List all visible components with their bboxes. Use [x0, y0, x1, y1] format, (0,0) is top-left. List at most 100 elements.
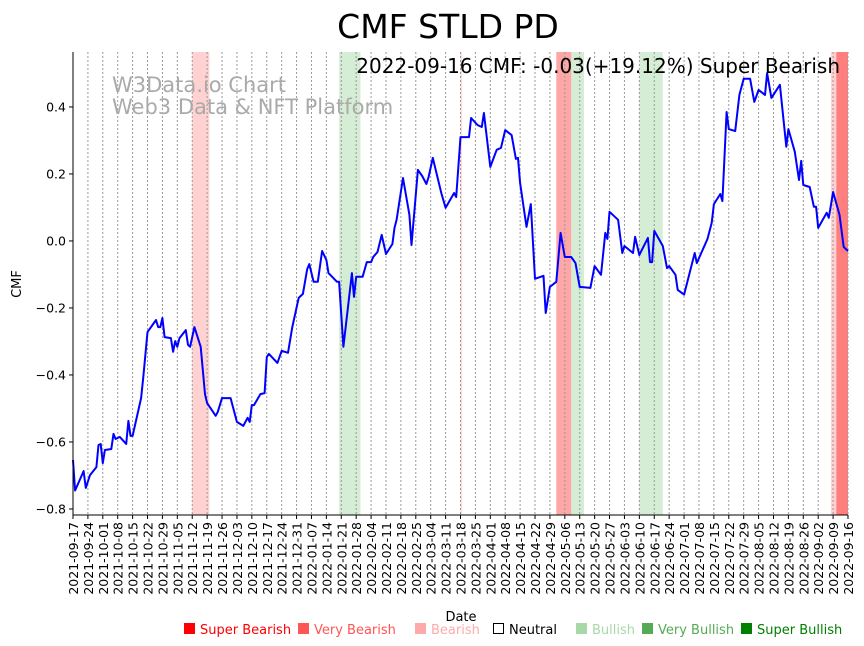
x-tick-label: 2022-02-18: [394, 522, 409, 595]
x-tick-label: 2022-08-26: [796, 522, 811, 595]
x-tick-label: 2022-02-25: [409, 522, 424, 595]
x-tick-label: 2021-12-31: [290, 522, 305, 595]
legend-swatch: [576, 623, 587, 634]
x-tick-label: 2021-12-17: [260, 522, 275, 595]
x-tick-label: 2021-11-12: [185, 522, 200, 595]
legend-item-super-bullish: Super Bullish: [741, 623, 842, 638]
signal-band-very-bearish: [556, 52, 572, 515]
x-tick-label: 2021-10-15: [126, 522, 141, 595]
x-tick-label: 2021-10-22: [141, 522, 156, 595]
legend-item-super-bearish: Super Bearish: [184, 623, 291, 638]
legend-swatch: [184, 623, 195, 634]
x-tick-label: 2021-12-03: [230, 522, 245, 595]
signal-band-bullish: [639, 52, 663, 515]
legend-label: Neutral: [509, 623, 557, 638]
x-tick-label: 2022-08-05: [752, 522, 767, 595]
x-tick-label: 2022-03-18: [454, 522, 469, 595]
x-tick-label: 2021-10-08: [111, 522, 126, 595]
x-tick-label: 2022-08-12: [766, 522, 781, 595]
x-tick-label: 2022-09-02: [811, 522, 826, 595]
x-tick-label: 2022-06-17: [647, 522, 662, 595]
x-tick-label: 2022-06-03: [617, 522, 632, 595]
legend-label: Super Bearish: [200, 623, 291, 638]
x-tick-label: 2022-07-29: [737, 522, 752, 595]
x-tick-label: 2021-11-19: [200, 522, 215, 595]
x-tick-label: 2022-01-28: [349, 522, 364, 595]
y-tick-label: 0.2: [46, 166, 66, 181]
x-tick-label: 2022-05-27: [603, 522, 618, 595]
legend-item-neutral: Neutral: [493, 623, 557, 638]
x-tick-label: 2021-11-26: [215, 522, 230, 595]
y-tick-label: −0.6: [36, 434, 66, 449]
x-tick-label: 2021-09-24: [81, 522, 96, 595]
legend-item-very-bearish: Very Bearish: [298, 623, 396, 638]
y-ticks: −0.8 −0.6 −0.4 −0.2 0.0 0.2 0.4: [36, 99, 73, 516]
x-tick-label: 2022-07-15: [707, 522, 722, 595]
x-tick-label: 2022-09-09: [826, 522, 841, 595]
x-tick-label: 2022-03-11: [439, 522, 454, 595]
y-tick-label: 0.0: [46, 233, 66, 248]
x-tick-label: 2021-10-01: [96, 522, 111, 595]
signal-band-bearish: [460, 52, 462, 515]
x-tick-label: 2022-04-29: [543, 522, 558, 595]
x-tick-label: 2022-06-24: [662, 522, 677, 595]
x-ticks: 2021-09-17 2021-09-24 2021-10-01 2021-10-08…: [66, 515, 856, 595]
x-tick-label: 2022-02-04: [364, 522, 379, 595]
x-tick-label: 2022-04-22: [528, 522, 543, 595]
signal-band-bullish: [571, 52, 584, 515]
y-tick-label: −0.4: [36, 367, 66, 382]
legend-label: Super Bullish: [757, 623, 842, 638]
info-text: 2022-09-16 CMF: -0.03(+19.12%) Super Bea…: [356, 54, 840, 78]
legend-swatch: [415, 623, 426, 634]
legend-swatch: [298, 623, 309, 634]
x-tick-label: 2022-08-19: [781, 522, 796, 595]
x-tick-label: 2022-09-16: [841, 522, 856, 595]
x-tick-label: 2022-07-08: [692, 522, 707, 595]
x-tick-label: 2022-03-04: [424, 522, 439, 595]
legend-label: Bearish: [431, 623, 480, 638]
x-tick-label: 2022-01-21: [334, 522, 349, 595]
legend-item-very-bullish: Very Bullish: [642, 623, 734, 638]
x-tick-label: 2022-04-01: [483, 522, 498, 595]
watermark-line-1: W3Data.io Chart: [112, 73, 286, 97]
x-tick-label: 2022-07-01: [677, 522, 692, 595]
x-tick-label: 2022-06-10: [632, 522, 647, 595]
y-tick-label: −0.2: [36, 300, 66, 315]
x-tick-label: 2022-04-08: [498, 522, 513, 595]
cmf-series-line: [72, 72, 849, 492]
legend-swatch: [741, 623, 752, 634]
x-tick-label: 2021-12-10: [245, 522, 260, 595]
signal-band-bearish: [830, 52, 837, 515]
signal-band-bearish: [192, 52, 210, 515]
legend-label: Very Bullish: [658, 623, 734, 638]
x-tick-label: 2022-01-07: [304, 522, 319, 595]
watermark-line-2: Web3 Data & NFT Platform: [112, 95, 393, 119]
legend-label: Very Bearish: [314, 623, 396, 638]
legend-item-bullish: Bullish: [576, 623, 635, 638]
x-tick-label: 2022-03-25: [468, 522, 483, 595]
x-tick-label: 2022-04-15: [513, 522, 528, 595]
legend-item-bearish: Bearish: [415, 623, 480, 638]
x-tick-label: 2021-10-29: [155, 522, 170, 595]
x-tick-label: 2021-12-24: [275, 522, 290, 595]
chart-title: CMF STLD PD: [337, 7, 559, 46]
x-tick-label: 2022-02-11: [379, 522, 394, 595]
x-tick-label: 2021-09-17: [66, 522, 81, 595]
x-tick-label: 2022-01-14: [319, 522, 334, 595]
legend-swatch: [642, 623, 653, 634]
signal-bands: [192, 52, 848, 515]
y-tick-label: −0.8: [36, 501, 66, 516]
legend: Super Bearish Very Bearish Bearish Neutral B…: [184, 623, 842, 638]
y-axis-label: CMF: [10, 270, 25, 298]
x-tick-label: 2022-07-22: [722, 522, 737, 595]
x-axis-label: Date: [445, 610, 476, 625]
y-tick-label: 0.4: [46, 99, 66, 114]
x-tick-label: 2021-11-05: [170, 522, 185, 595]
signal-band-super-bearish: [836, 52, 848, 515]
legend-swatch: [493, 623, 504, 634]
legend-label: Bullish: [592, 623, 635, 638]
x-tick-label: 2022-05-06: [558, 522, 573, 595]
x-tick-label: 2022-05-20: [588, 522, 603, 595]
x-tick-label: 2022-05-13: [573, 522, 588, 595]
